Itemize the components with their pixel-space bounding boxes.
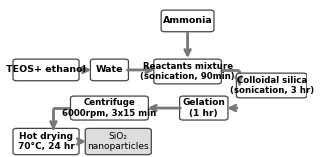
- Text: Centrifuge
6000rpm, 3x15 min: Centrifuge 6000rpm, 3x15 min: [62, 98, 156, 118]
- FancyBboxPatch shape: [13, 128, 79, 155]
- FancyBboxPatch shape: [180, 96, 228, 120]
- Text: Reactants mixture
(sonication, 90min): Reactants mixture (sonication, 90min): [140, 62, 235, 81]
- Text: Hot drying
70°C, 24 hr: Hot drying 70°C, 24 hr: [18, 132, 75, 151]
- FancyBboxPatch shape: [154, 59, 221, 84]
- Text: Colloidal silica
(sonication, 3 hr): Colloidal silica (sonication, 3 hr): [229, 76, 314, 95]
- FancyBboxPatch shape: [91, 59, 128, 81]
- FancyBboxPatch shape: [236, 73, 307, 98]
- FancyBboxPatch shape: [13, 59, 79, 81]
- FancyBboxPatch shape: [70, 96, 148, 120]
- FancyBboxPatch shape: [85, 128, 151, 155]
- Text: Ammonia: Ammonia: [163, 16, 212, 25]
- Text: Gelation
(1 hr): Gelation (1 hr): [182, 98, 225, 118]
- Text: TEOS+ ethanol: TEOS+ ethanol: [6, 65, 86, 74]
- Text: Wate: Wate: [96, 65, 123, 74]
- FancyBboxPatch shape: [161, 10, 214, 32]
- Text: SiO₂
nanoparticles: SiO₂ nanoparticles: [87, 132, 149, 151]
